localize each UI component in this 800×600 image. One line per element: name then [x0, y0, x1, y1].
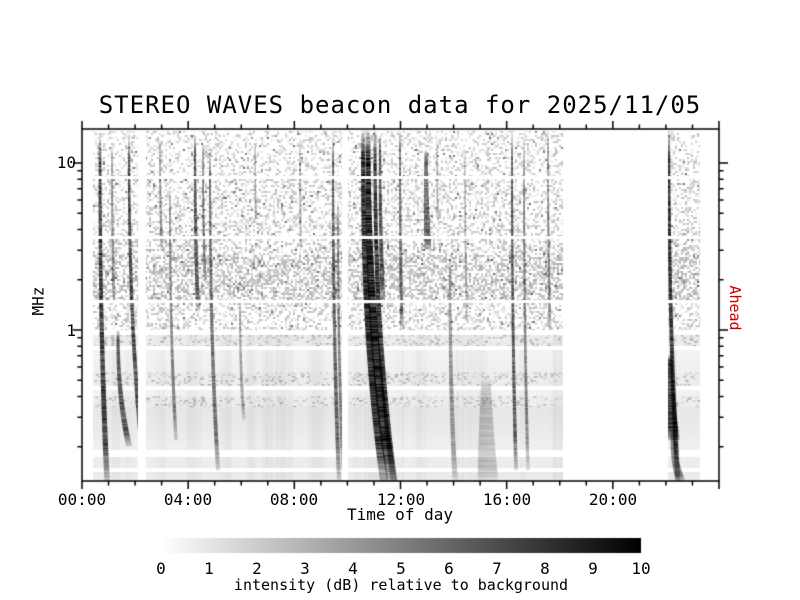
- plot-title: STEREO WAVES beacon data for 2025/11/05: [98, 91, 702, 119]
- colorbar-tick-9: 9: [588, 559, 598, 578]
- y-axis-tick-label-1: 1: [66, 321, 76, 340]
- y-axis-label: MHz: [28, 286, 48, 316]
- colorbar-label: intensity (dB) relative to background: [233, 576, 569, 594]
- colorbar-tick-7: 7: [492, 559, 502, 578]
- colorbar-tick-5: 5: [396, 559, 406, 578]
- x-axis-tick-label-0000: 00:00: [57, 490, 107, 509]
- colorbar-tick-8: 8: [540, 559, 550, 578]
- x-axis-tick-label-2000: 20:00: [588, 490, 638, 509]
- x-axis-tick-label-1600: 16:00: [482, 490, 532, 509]
- x-axis-tick-label-0800: 08:00: [269, 490, 319, 509]
- colorbar-tick-4: 4: [348, 559, 358, 578]
- colorbar-tick-0: 0: [156, 559, 166, 578]
- y-axis-tick-label-10: 10: [56, 153, 76, 172]
- x-axis-tick-label-1200: 12:00: [376, 490, 426, 509]
- colorbar-tick-6: 6: [444, 559, 454, 578]
- x-axis-tick-label-0400: 04:00: [163, 490, 213, 509]
- colorbar-tick-2: 2: [252, 559, 262, 578]
- x-axis-label: Time of day: [347, 505, 453, 524]
- spacecraft-label-ahead: Ahead: [726, 285, 744, 331]
- colorbar-tick-1: 1: [204, 559, 214, 578]
- colorbar-tick-3: 3: [300, 559, 310, 578]
- colorbar-tick-10: 10: [631, 559, 651, 578]
